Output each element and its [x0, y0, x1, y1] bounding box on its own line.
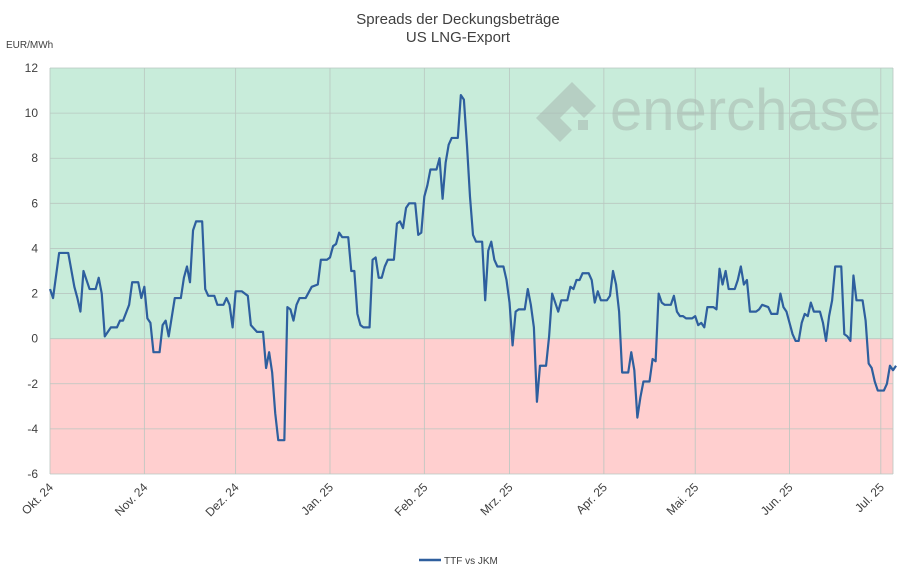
y-tick-label: -2 [27, 377, 38, 391]
series-group [48, 93, 897, 442]
background-band-negative [50, 338, 893, 474]
legend: TTF vs JKM [419, 556, 498, 567]
watermark-text: enerchase [610, 78, 881, 143]
series-line-ttf-vs-jkm [48, 93, 897, 442]
legend-label-ttf-vs-jkm: TTF vs JKM [444, 556, 498, 567]
y-tick-label: 2 [31, 287, 38, 301]
y-axis-unit-label: EUR/MWh [6, 40, 53, 51]
y-tick-label: 8 [31, 151, 38, 165]
y-tick-label: 12 [25, 61, 39, 75]
chart-subtitle: US LNG-Export [406, 29, 511, 46]
watermark: enerchase [536, 78, 881, 143]
y-tick-label: -4 [27, 422, 38, 436]
enerchase-logo-icon [536, 82, 596, 142]
y-axis-ticks: 12 10 8 6 4 2 0 -2 -4 -6 [25, 61, 39, 481]
chart-title: Spreads der Deckungsbeträge [356, 11, 559, 28]
y-tick-label: 10 [25, 106, 39, 120]
y-tick-label: 6 [31, 196, 38, 210]
y-tick-label: 4 [31, 241, 38, 255]
y-tick-label: 0 [31, 332, 38, 346]
y-tick-label: -6 [27, 467, 38, 481]
